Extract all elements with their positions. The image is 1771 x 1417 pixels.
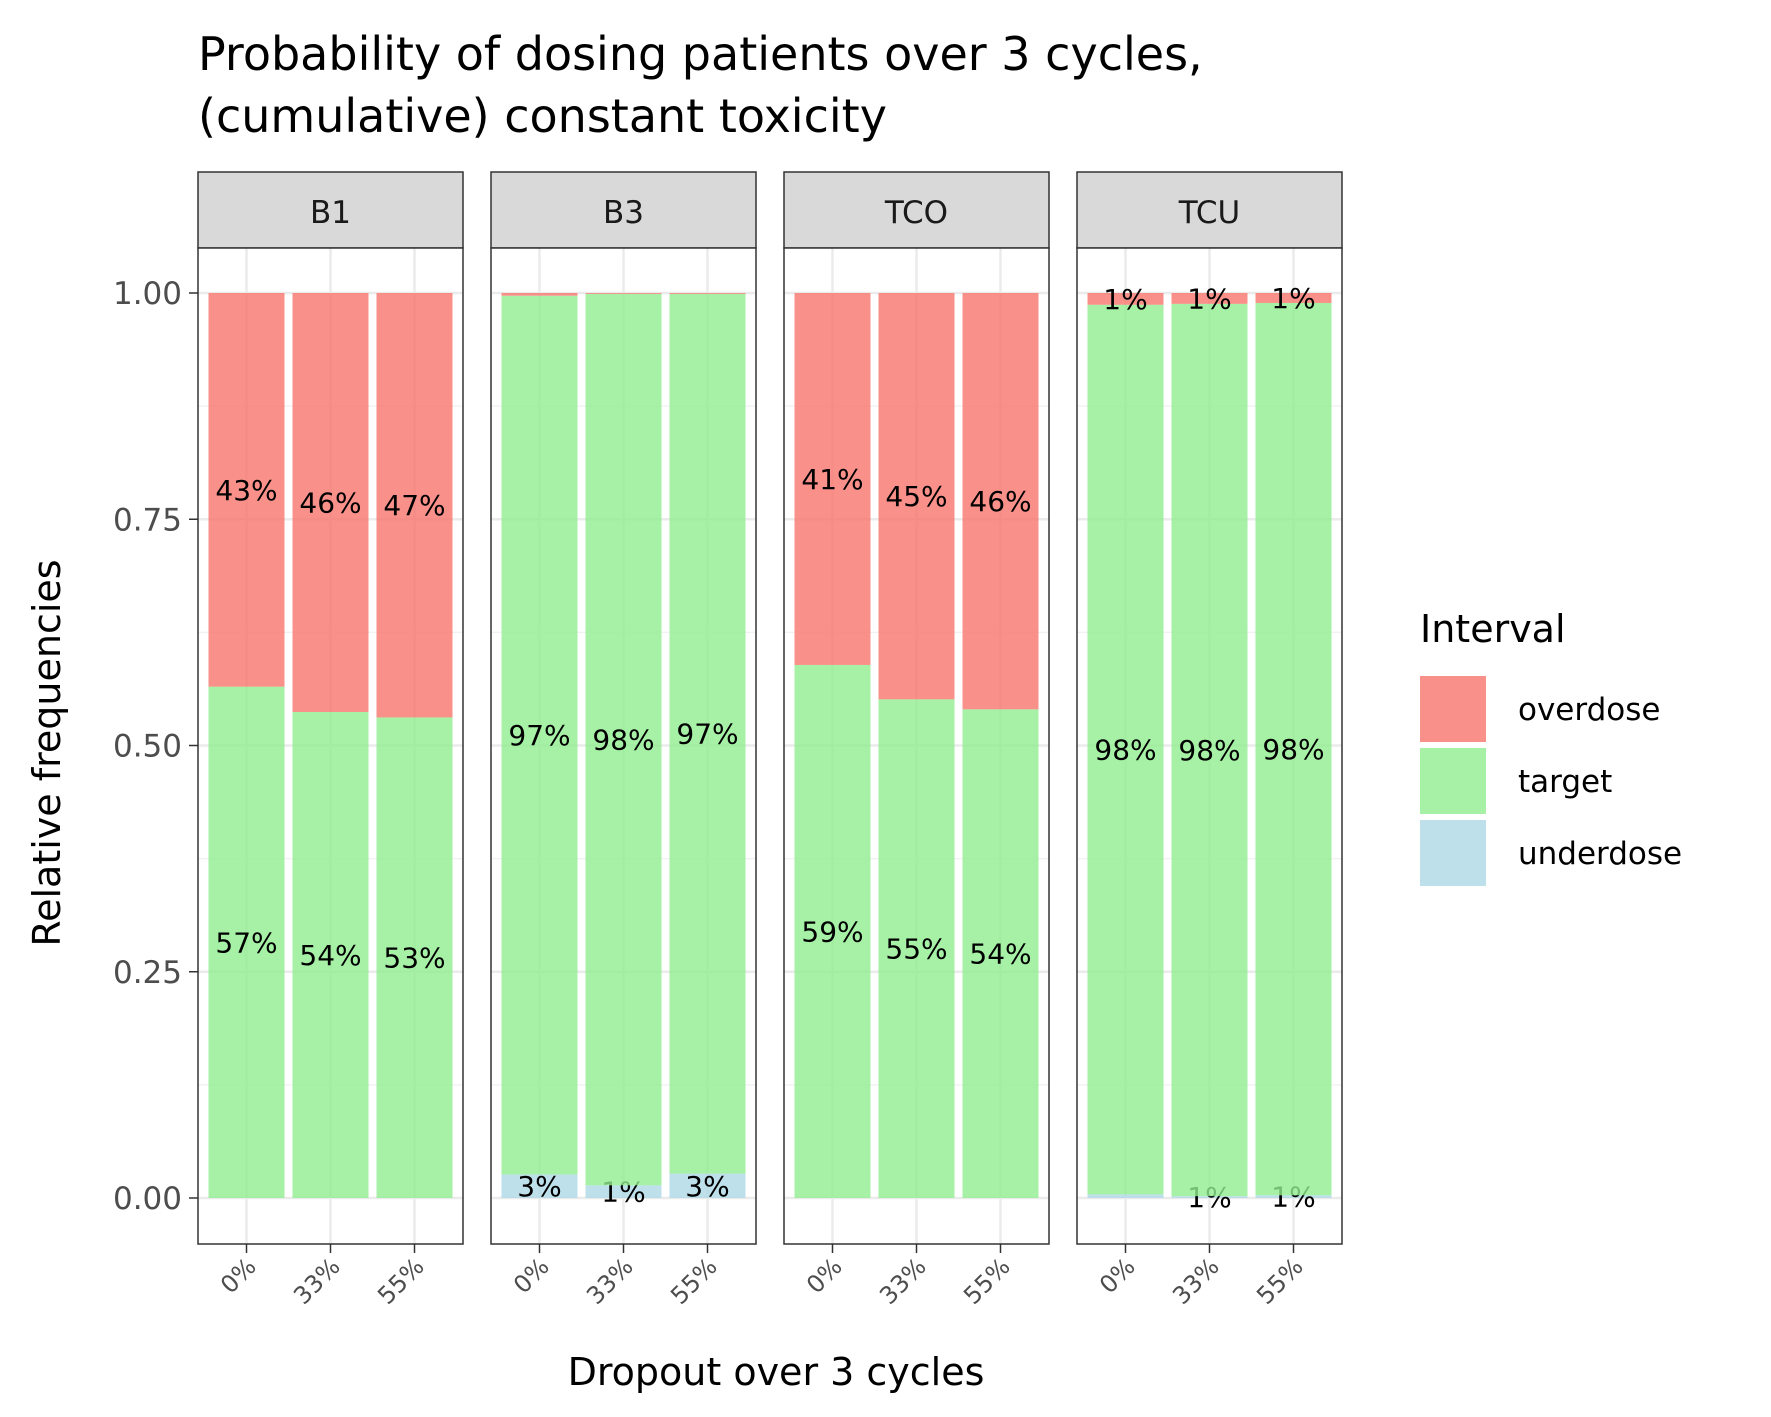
y-tick-label: 0.50 [113, 729, 182, 765]
legend-key-underdose [1420, 820, 1486, 886]
data-label-target: 98% [1094, 734, 1156, 767]
y-tick-label: 0.25 [113, 955, 182, 991]
data-label-underdose: 3% [517, 1170, 561, 1203]
y-axis-label: Relative frequencies [25, 559, 69, 946]
data-label-target: 98% [592, 724, 654, 757]
data-label-target: 98% [1262, 733, 1324, 766]
y-tick-label: 1.00 [113, 276, 182, 312]
legend-label-target: target [1518, 764, 1612, 800]
y-axis: 0.00 0.25 0.50 0.75 1.00 [113, 276, 198, 1217]
data-label-target: 55% [885, 933, 947, 966]
facet-strip [1076, 171, 1343, 249]
y-tick-label: 0.00 [113, 1181, 182, 1217]
facet-strip-label: TCU [1178, 195, 1240, 231]
legend-key-overdose [1420, 676, 1486, 742]
data-label-target: 59% [801, 915, 863, 948]
bar-segment-overdose [208, 293, 285, 687]
bar-segment-target [376, 717, 453, 1198]
bar-segment-target [962, 709, 1039, 1198]
legend: Interval overdose target underdose [1420, 607, 1682, 886]
bar-segment-overdose [292, 293, 369, 713]
bar-segment-underdose [585, 1185, 662, 1198]
data-label-target: 97% [508, 719, 570, 752]
bar-segment-target [292, 712, 369, 1198]
data-label-target: 97% [676, 718, 738, 751]
legend-key-target [1420, 748, 1486, 814]
data-label-underdose: 3% [685, 1170, 729, 1203]
panel-b3: B33%97%1%98%3%97%0% 33% 55% [490, 171, 757, 1310]
chart-title: Probability of dosing patients over 3 cy… [198, 27, 1217, 143]
bar-segment-overdose [878, 293, 955, 700]
data-label-target: 57% [215, 926, 277, 959]
facet-strip-label: B3 [603, 195, 644, 231]
bar-segment-target [1171, 303, 1248, 1197]
bar-segment-target [501, 295, 578, 1175]
bar-segment-target [669, 293, 746, 1174]
data-label-overdose: 46% [969, 485, 1031, 518]
legend-title: Interval [1420, 607, 1566, 651]
bar-segment-underdose [1255, 1195, 1332, 1198]
chart-title-line-2: (cumulative) constant toxicity [198, 89, 887, 143]
legend-label-underdose: underdose [1518, 836, 1682, 872]
data-label-overdose: 1% [1271, 282, 1315, 315]
bar-segment-underdose [669, 1173, 746, 1198]
bar-segment-overdose [669, 293, 746, 294]
y-tick-label: 0.75 [113, 502, 182, 538]
bar-segment-overdose [1171, 293, 1248, 304]
data-label-target: 98% [1178, 734, 1240, 767]
bar-segment-overdose [1087, 293, 1164, 305]
facet-strip [490, 171, 757, 249]
bar-segment-overdose [376, 293, 453, 718]
data-label-target: 54% [969, 938, 1031, 971]
bar-segment-overdose [501, 293, 578, 296]
bar-segment-target [1087, 304, 1164, 1195]
facet-strip-label: TCO [884, 195, 948, 231]
bar-segment-target [1255, 302, 1332, 1196]
bar-segment-target [208, 686, 285, 1198]
bar-segment-overdose [1255, 293, 1332, 303]
data-label-overdose: 43% [215, 474, 277, 507]
data-label-overdose: 41% [801, 463, 863, 496]
x-axis-label: Dropout over 3 cycles [568, 1350, 985, 1394]
bar-segment-target [794, 664, 871, 1198]
data-label-target: 54% [299, 939, 361, 972]
chart-title-line-1: Probability of dosing patients over 3 cy… [198, 27, 1203, 81]
bar-segment-overdose [794, 293, 871, 665]
data-label-target: 53% [383, 942, 445, 975]
bar-segment-underdose [501, 1174, 578, 1198]
facet-strip [197, 171, 464, 249]
bar-segment-target [585, 293, 662, 1186]
facet-strip [783, 171, 1050, 249]
bar-segment-underdose [1171, 1196, 1248, 1198]
facet-strip-label: B1 [310, 195, 351, 231]
data-label-overdose: 45% [885, 480, 947, 513]
data-label-overdose: 46% [299, 487, 361, 520]
data-label-overdose: 1% [1103, 283, 1147, 316]
legend-label-overdose: overdose [1518, 692, 1660, 728]
bar-segment-underdose [1087, 1194, 1164, 1198]
data-label-overdose: 1% [1187, 282, 1231, 315]
bar-segment-overdose [585, 293, 662, 294]
data-label-overdose: 47% [383, 489, 445, 522]
bar-segment-overdose [962, 293, 1039, 710]
bar-segment-target [878, 699, 955, 1198]
